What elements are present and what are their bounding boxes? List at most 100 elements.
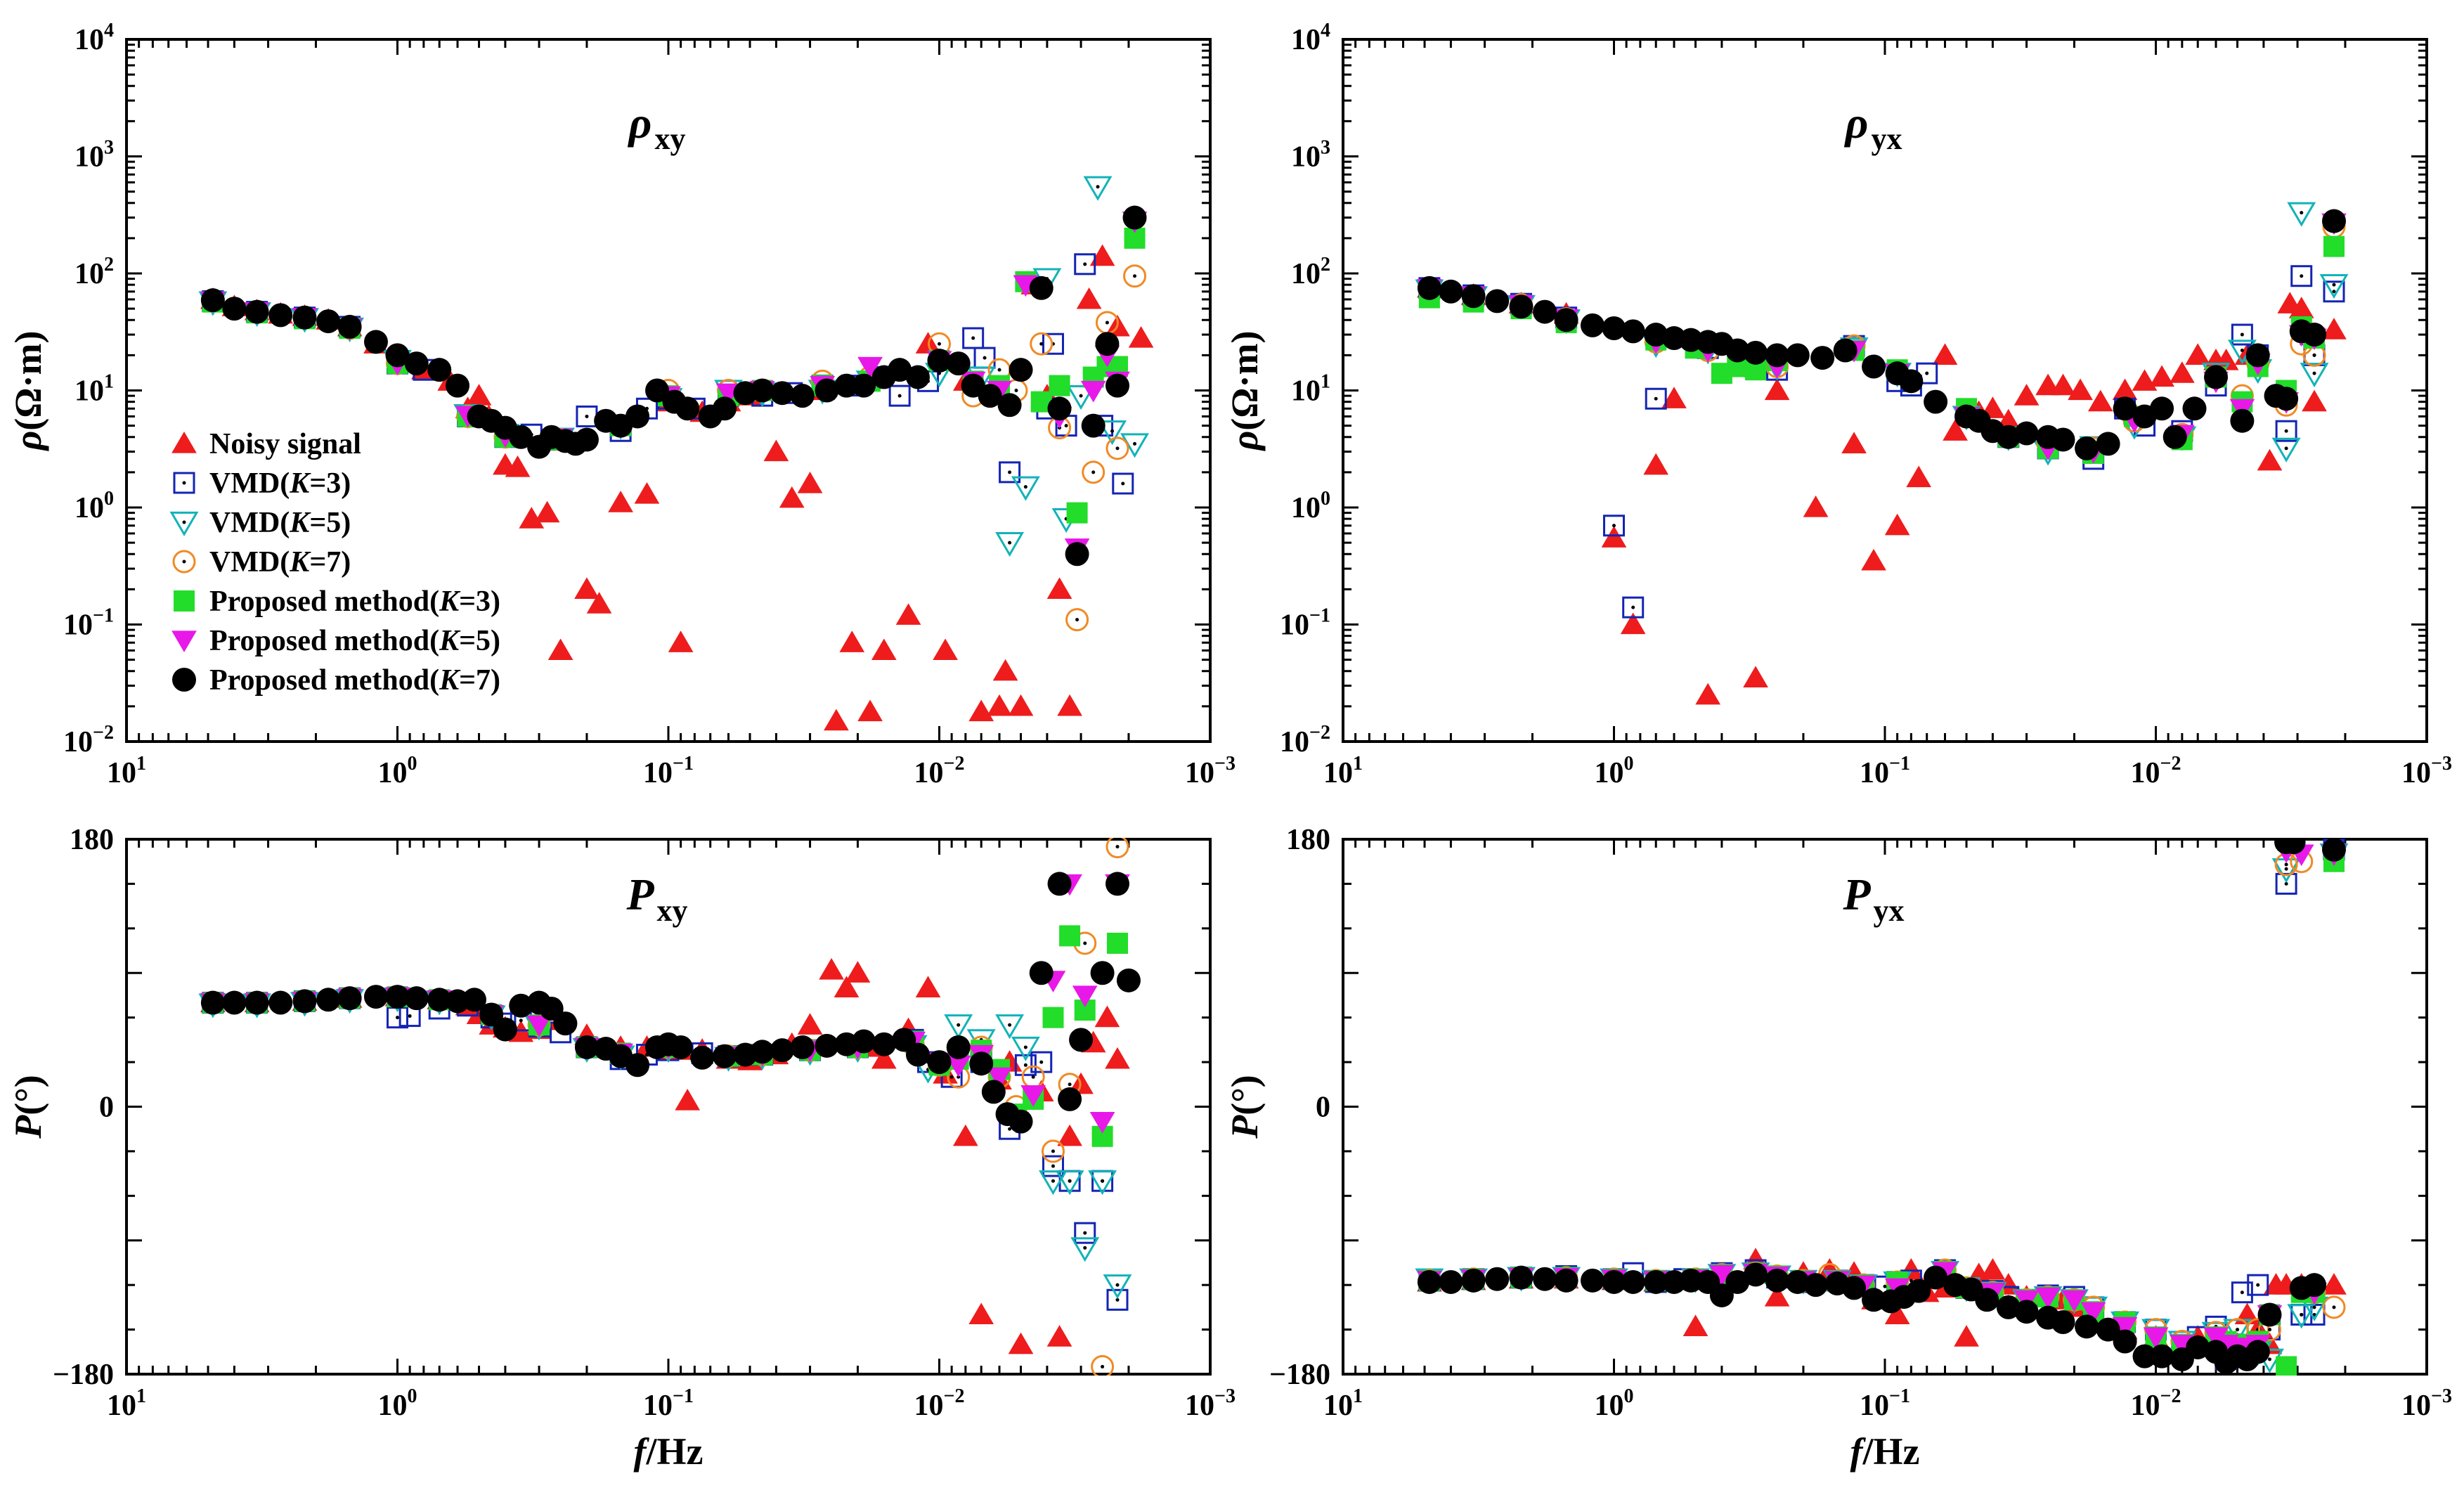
y-tick-label: 104: [74, 20, 114, 56]
point-vmd-k-5: [1070, 1237, 1100, 1262]
point-vmd-k-5: [1083, 176, 1113, 201]
y-axis-label: P(°): [7, 1075, 49, 1139]
point-noisy-signal: [1057, 1124, 1082, 1146]
point-proposed-method-k-7: [2051, 427, 2075, 452]
point-proposed-method-k-7: [245, 299, 269, 324]
y-tick-label: 100: [1291, 488, 1330, 524]
point-proposed-method-k-7: [1509, 295, 1533, 319]
point-vmd-k-3-center-dot: [983, 356, 987, 360]
point-vmd-k-5-center-dot: [2312, 371, 2316, 375]
point-vmd-k-3-center-dot: [1654, 396, 1658, 401]
point-proposed-method-k-7: [1095, 332, 1120, 356]
point-noisy-signal: [2014, 384, 2040, 406]
point-vmd-k-3-center-dot: [949, 1075, 954, 1079]
point-proposed-method-k-7: [363, 330, 388, 354]
point-vmd-k-3: [999, 461, 1021, 484]
point-noisy-signal: [1980, 1258, 2006, 1280]
point-proposed-method-k-7: [200, 990, 225, 1015]
point-proposed-method-k-7: [2321, 209, 2346, 233]
point-proposed-method-k-7: [946, 1035, 971, 1059]
point-proposed-method-k-7: [1116, 968, 1141, 992]
point-vmd-k-5: [1103, 1274, 1132, 1300]
point-vmd-k-3-center-dot: [1064, 424, 1068, 428]
point-noisy-signal: [2321, 1273, 2347, 1295]
point-proposed-method-k-7: [1029, 961, 1053, 985]
x-tick-label: 10−1: [1860, 1385, 1910, 1422]
legend-marker-noisy-signal: [171, 432, 197, 453]
point-noisy-signal: [2068, 378, 2093, 401]
point-noisy-signal: [1620, 612, 1646, 635]
x-tick-label: 10−3: [1185, 753, 1236, 789]
point-vmd-k-7-center-dot: [1068, 1082, 1072, 1087]
point-vmd-k-3-center-dot: [2284, 881, 2288, 886]
point-vmd-k-3-center-dot: [1083, 262, 1087, 266]
point-proposed-method-k-3: [1066, 502, 1088, 524]
point-vmd-k-7: [1105, 838, 1129, 859]
point-proposed-method-k-7: [1810, 346, 1835, 370]
point-proposed-method-k-5: [1080, 380, 1106, 403]
point-proposed-method-k-7: [385, 343, 410, 368]
point-noisy-signal: [1661, 387, 1687, 408]
point-noisy-signal: [1057, 694, 1082, 716]
y-tick-label: 10−1: [63, 605, 114, 642]
point-vmd-k-5-center-dot: [957, 1023, 961, 1027]
point-proposed-method-k-7: [1621, 1269, 1645, 1294]
point-proposed-method-k-7: [2302, 1273, 2327, 1298]
x-tick-label: 10−3: [2401, 1385, 2452, 1422]
data-points: [1415, 838, 2349, 1376]
point-proposed-method-k-7: [404, 351, 429, 376]
point-vmd-k-7-center-dot: [1115, 446, 1120, 451]
point-vmd-k-3: [2247, 1274, 2269, 1296]
point-proposed-method-k-3: [1049, 375, 1070, 396]
point-proposed-method-k-7: [2186, 1335, 2210, 1359]
x-tick-label: 100: [378, 1385, 417, 1422]
series-proposed-method-k-7: [1417, 838, 2346, 1375]
point-vmd-k-3-center-dot: [585, 414, 589, 418]
point-proposed-method-k-7: [770, 1038, 794, 1063]
panel-title: Pyx: [1842, 869, 1904, 928]
x-tick-label: 10−1: [643, 1385, 694, 1422]
point-proposed-method-k-7: [268, 303, 293, 328]
point-proposed-method-k-3: [1106, 932, 1128, 954]
point-proposed-method-k-7: [2322, 838, 2346, 862]
point-proposed-method-k-7: [2163, 425, 2187, 449]
point-proposed-method-k-7: [690, 1045, 715, 1070]
point-noisy-signal: [839, 630, 865, 652]
legend-marker-vmd-k-3-center-dot: [182, 481, 186, 485]
y-tick-label: 180: [70, 824, 114, 856]
point-proposed-method-k-7: [1725, 338, 1750, 363]
point-vmd-k-5-center-dot: [2300, 211, 2304, 215]
point-proposed-method-k-7: [668, 1035, 693, 1059]
point-noisy-signal: [547, 638, 573, 661]
series-vmd-k-7: [1418, 215, 2346, 460]
point-vmd-k-7-center-dot: [2236, 1328, 2240, 1332]
point-proposed-method-k-7: [245, 990, 269, 1015]
point-noisy-signal: [763, 439, 789, 462]
point-vmd-k-3-center-dot: [2240, 1290, 2244, 1295]
legend: Noisy signal VMD(K=3) VMD(K=5) VMD(K=7) Prop…: [169, 428, 500, 697]
y-tick-label: −180: [53, 1359, 114, 1391]
point-vmd-k-7-center-dot: [1051, 1149, 1055, 1153]
point-vmd-k-3: [2290, 265, 2313, 287]
point-proposed-method-k-7: [1996, 425, 2021, 449]
point-proposed-method-k-7: [1862, 1288, 1886, 1312]
point-noisy-signal: [1094, 1005, 1120, 1028]
point-noisy-signal: [2112, 378, 2138, 401]
point-proposed-method-k-7: [200, 288, 225, 313]
point-noisy-signal: [634, 482, 660, 504]
point-proposed-method-k-7: [645, 378, 670, 403]
point-vmd-k-5: [2300, 363, 2329, 388]
point-proposed-method-k-7: [981, 1080, 1006, 1104]
point-vmd-k-5-center-dot: [1008, 541, 1012, 545]
point-vmd-k-5: [2271, 437, 2301, 462]
y-axis-label: ρ(Ω·m): [1224, 330, 1266, 451]
point-vmd-k-3-center-dot: [897, 394, 902, 398]
point-noisy-signal: [1046, 577, 1072, 599]
point-proposed-method-k-7: [675, 396, 700, 421]
point-proposed-method-k-7: [905, 365, 930, 389]
point-vmd-k-5-center-dot: [1023, 485, 1027, 489]
legend-marker-vmd-k-7-center-dot: [182, 559, 186, 564]
point-noisy-signal: [1743, 666, 1768, 688]
point-proposed-method-k-7: [446, 373, 470, 398]
point-proposed-method-k-7: [1533, 1267, 1557, 1291]
